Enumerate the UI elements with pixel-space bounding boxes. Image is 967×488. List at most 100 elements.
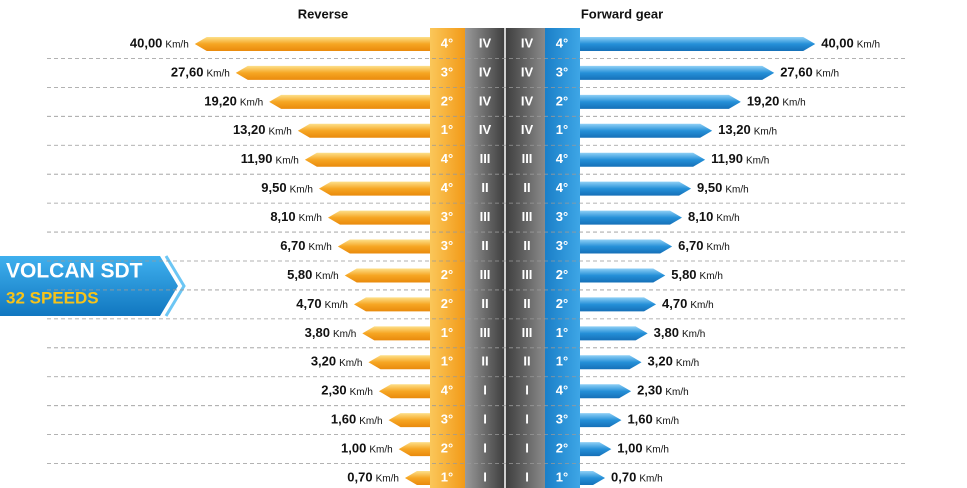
range-label: I (483, 469, 487, 484)
speed-bar (580, 326, 648, 341)
value-label: 8,10 (688, 209, 713, 224)
reverse-column (430, 28, 465, 488)
range-label: II (523, 296, 530, 311)
speed-bar (580, 123, 713, 138)
range-label: IV (479, 122, 492, 137)
value-label: 4,70 (296, 296, 321, 311)
value-label: 1,60 (331, 412, 356, 427)
range-label: I (483, 412, 487, 427)
value-label: 6,70 (280, 238, 305, 253)
speed-bar (580, 268, 666, 283)
value-label: 1,00 (341, 441, 366, 456)
badge: VOLCAN SDT 32 SPEEDS (0, 255, 186, 317)
unit-label: Km/h (676, 358, 699, 369)
value-label: 0,70 (347, 469, 372, 484)
gear-label: 2° (441, 296, 453, 311)
gear-label: 4° (441, 383, 453, 398)
range-label: I (525, 441, 529, 456)
gear-label: 2° (441, 267, 453, 282)
speed-bar (580, 181, 692, 196)
unit-label: Km/h (782, 98, 805, 109)
gear-label: 4° (441, 35, 453, 50)
range-label: III (480, 267, 491, 282)
value-label: 8,10 (270, 209, 295, 224)
speed-bar (580, 37, 816, 51)
speed-bar (388, 413, 430, 428)
range-label: IV (479, 35, 492, 50)
speed-bar (337, 239, 430, 254)
range-label: II (481, 354, 488, 369)
gear-label: 2° (556, 93, 568, 108)
unit-label: Km/h (309, 242, 332, 253)
speed-bar (318, 181, 430, 196)
value-label: 1,00 (617, 441, 642, 456)
unit-label: Km/h (700, 271, 723, 282)
speed-bar (580, 297, 657, 312)
value-label: 0,70 (611, 469, 636, 484)
gear-label: 4° (556, 180, 568, 195)
value-label: 5,80 (671, 267, 696, 282)
forward-column (545, 28, 580, 488)
range-label: III (522, 325, 533, 340)
range-label: III (522, 209, 533, 224)
gear-label: 4° (441, 180, 453, 195)
value-label: 11,90 (241, 151, 273, 166)
unit-label: Km/h (376, 474, 399, 485)
speed-bar (235, 65, 430, 80)
gear-label: 2° (556, 296, 568, 311)
gear-label: 1° (441, 122, 453, 137)
value-label: 2,30 (321, 383, 346, 398)
range-label: I (525, 412, 529, 427)
badge-title: VOLCAN SDT (6, 260, 143, 283)
speed-bar (269, 94, 430, 109)
value-label: 5,80 (287, 267, 312, 282)
gear-label: 3° (441, 238, 453, 253)
range-label: IV (479, 64, 492, 79)
value-label: 40,00 (821, 35, 854, 50)
speed-bar (398, 442, 430, 457)
range-label: III (522, 267, 533, 282)
unit-label: Km/h (369, 445, 392, 456)
unit-label: Km/h (639, 474, 662, 485)
range-label: II (523, 238, 530, 253)
value-label: 27,60 (171, 64, 204, 79)
speed-bar (304, 152, 430, 167)
speed-bar (378, 384, 430, 399)
unit-label: Km/h (269, 126, 292, 137)
speed-bar (580, 94, 741, 109)
value-label: 40,00 (130, 35, 163, 50)
value-label: 13,20 (233, 122, 266, 137)
range-label: IV (521, 122, 534, 137)
speed-bar (580, 471, 606, 485)
badge-subtitle: 32 SPEEDS (6, 288, 99, 307)
gear-label: 2° (441, 441, 453, 456)
gear-label: 3° (441, 412, 453, 427)
gear-label: 4° (556, 383, 568, 398)
unit-label: Km/h (857, 40, 880, 51)
reverse-header: Reverse (298, 6, 349, 21)
unit-label: Km/h (725, 184, 748, 195)
gear-label: 1° (556, 122, 568, 137)
range-label: I (483, 441, 487, 456)
speed-bar (580, 384, 632, 399)
unit-label: Km/h (276, 155, 299, 166)
gear-label: 4° (441, 151, 453, 166)
gear-label: 1° (441, 354, 453, 369)
gear-label: 3° (556, 209, 568, 224)
value-label: 4,70 (662, 296, 687, 311)
range-label: IV (479, 93, 492, 108)
forward-header: Forward gear (581, 6, 663, 21)
range-label: I (525, 469, 529, 484)
gear-label: 4° (556, 35, 568, 50)
value-label: 13,20 (718, 122, 751, 137)
speed-bar (362, 326, 430, 341)
speed-bar (580, 355, 642, 370)
unit-label: Km/h (350, 387, 373, 398)
gear-label: 2° (441, 93, 453, 108)
range-label: III (522, 151, 533, 166)
range-label: II (523, 180, 530, 195)
range-label: III (480, 325, 491, 340)
unit-label: Km/h (359, 416, 382, 427)
unit-label: Km/h (165, 40, 188, 51)
unit-label: Km/h (754, 126, 777, 137)
